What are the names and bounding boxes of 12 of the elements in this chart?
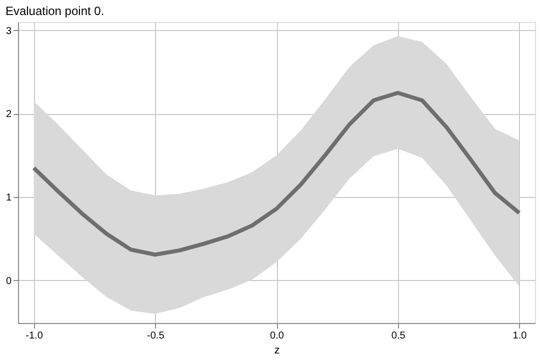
x-tick-label: 0.5	[391, 330, 406, 342]
x-tick-label: 0.0	[270, 330, 284, 342]
line-series	[32, 90, 522, 257]
y-tick-label: 1	[6, 192, 12, 204]
y-tick-label: 0	[6, 276, 12, 287]
y-tick-label: 2	[6, 109, 12, 120]
x-axis-title: z	[274, 344, 280, 356]
y-tick-label: 3	[6, 26, 12, 37]
x-tick-label: 1.0	[512, 330, 528, 342]
x-tick-label: -0.5	[147, 330, 165, 342]
chart-title: Evaluation point 0.	[5, 4, 104, 18]
x-tick-label: -1.0	[26, 330, 44, 342]
